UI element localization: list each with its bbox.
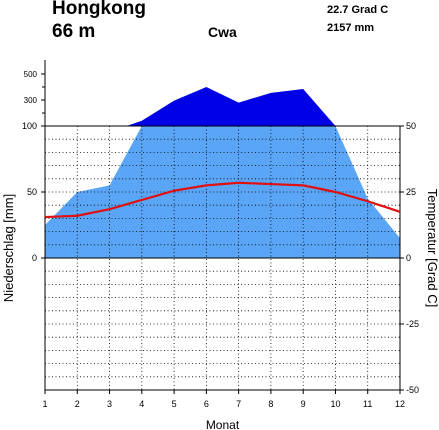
x-tick-label: 11: [363, 399, 372, 409]
precip-tick-label: 300: [24, 96, 38, 105]
x-axis-label: Monat: [206, 418, 240, 430]
temp-tick-label: -50: [406, 385, 419, 395]
precip-tick-label: 100: [22, 121, 37, 131]
x-tick-label: 12: [395, 399, 405, 409]
precipitation-area: [45, 126, 400, 258]
station-name: Hongkong: [52, 0, 146, 19]
x-tick-label: 10: [330, 399, 340, 409]
temp-tick-label: 0: [406, 253, 411, 263]
x-tick-label: 6: [204, 399, 209, 409]
precipitation-excess-area: [45, 87, 400, 126]
x-tick-label: 7: [236, 399, 241, 409]
temperature-line: [44, 181, 401, 219]
annual-precipitation: 2157 mm: [327, 22, 375, 34]
x-tick-label: 2: [75, 399, 80, 409]
precip-tick-label: 50: [27, 187, 37, 197]
x-tick-label: 3: [107, 399, 112, 409]
temp-tick-label: 50: [406, 121, 416, 131]
x-tick-label: 8: [268, 399, 273, 409]
x-tick-label: 5: [172, 399, 177, 409]
x-tick-label: 4: [139, 399, 144, 409]
precip-tick-label: 500: [24, 70, 38, 79]
temp-tick-label: 25: [406, 187, 416, 197]
temp-tick-label: -25: [406, 319, 419, 329]
station-elevation: 66 m: [52, 21, 96, 42]
annual-temperature: 22.7 Grad C: [327, 4, 389, 16]
right-axis-label: Temperatur [Grad C]: [425, 189, 439, 308]
precip-tick-label: 0: [32, 253, 37, 263]
x-tick-label: 1: [42, 399, 47, 409]
climate-class: Cwa: [208, 24, 237, 40]
x-tick-label: 9: [301, 399, 306, 409]
left-axis-label: Niederschlag [mm]: [1, 194, 16, 302]
